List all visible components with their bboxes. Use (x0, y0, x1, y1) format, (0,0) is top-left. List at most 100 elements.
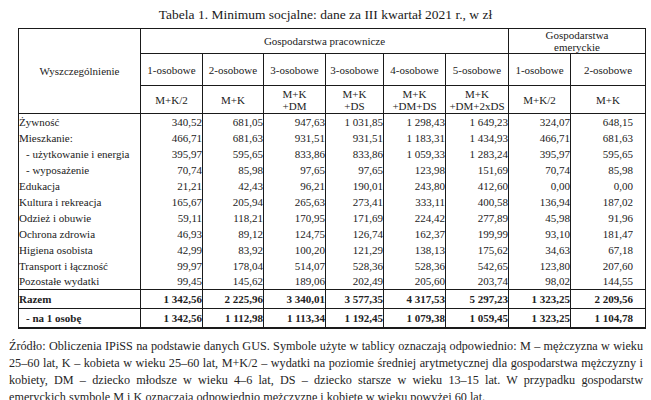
value-cell: 170,95 (264, 210, 326, 226)
value-cell: 333,11 (384, 194, 446, 210)
value-cell: 83,92 (203, 242, 264, 258)
value-cell: 45,98 (509, 210, 571, 226)
row-label: - wyposażenie (19, 162, 141, 178)
value-cell: 165,67 (141, 194, 203, 210)
value-cell: 0,00 (509, 178, 571, 194)
value-cell: 126,74 (326, 226, 384, 242)
value-cell: 93,10 (509, 226, 571, 242)
row-label: Ochrona zdrowia (19, 226, 141, 242)
table-row: Razem1 342,562 225,963 340,013 577,354 3… (19, 290, 646, 309)
table-row: Pozostałe wydatki99,45145,62189,06202,49… (19, 274, 646, 290)
table-row: Ochrona zdrowia46,9389,12124,75126,74162… (19, 226, 646, 242)
value-cell: 42,43 (203, 178, 264, 194)
value-cell: 124,75 (264, 226, 326, 242)
row-label: Żywność (19, 114, 141, 130)
value-cell: 1 031,85 (326, 114, 384, 130)
symbols-header: M+K/2 (509, 86, 571, 114)
value-cell: 178,04 (203, 258, 264, 274)
value-cell: 171,69 (326, 210, 384, 226)
value-cell: 123,80 (509, 258, 571, 274)
table-body: Żywność340,52681,05947,631 031,851 298,4… (19, 114, 646, 328)
table-row: - na 1 osobę1 342,561 112,981 113,341 19… (19, 309, 646, 328)
symbols-header: M+K (571, 86, 646, 114)
value-cell: 542,65 (446, 258, 509, 274)
value-cell: 34,63 (509, 242, 571, 258)
value-cell: 199,99 (446, 226, 509, 242)
column-header: 2-osobowe (203, 54, 264, 86)
value-cell: 595,65 (571, 146, 646, 162)
value-cell: 202,49 (326, 274, 384, 290)
value-cell: 324,07 (509, 114, 571, 130)
value-cell: 595,65 (203, 146, 264, 162)
value-cell: 1 434,93 (446, 130, 509, 146)
symbols-header: M+K +DM+DS (384, 86, 446, 114)
value-cell: 190,01 (326, 178, 384, 194)
table-row: Edukacja21,2142,4396,21190,01243,80412,6… (19, 178, 646, 194)
column-header: 1-osobowe (141, 54, 203, 86)
value-cell: 70,74 (509, 162, 571, 178)
table-row: Odzież i obuwie59,11118,21170,95171,6922… (19, 210, 646, 226)
source-footnote: Źródło: Obliczenia IPiSS na podstawie da… (9, 338, 643, 400)
column-header: 5-osobowe (446, 54, 509, 86)
value-cell: 85,98 (203, 162, 264, 178)
value-cell: 1 112,98 (203, 309, 264, 328)
value-cell: 189,06 (264, 274, 326, 290)
value-cell: 123,98 (384, 162, 446, 178)
value-cell: 96,21 (264, 178, 326, 194)
column-header: 1-osobowe (509, 54, 571, 86)
value-cell: 947,63 (264, 114, 326, 130)
value-cell: 833,86 (326, 146, 384, 162)
value-cell: 97,65 (264, 162, 326, 178)
value-cell: 528,36 (326, 258, 384, 274)
value-cell: 4 317,53 (384, 290, 446, 309)
value-cell: 1 283,24 (446, 146, 509, 162)
value-cell: 136,94 (509, 194, 571, 210)
value-cell: 121,29 (326, 242, 384, 258)
value-cell: 42,99 (141, 242, 203, 258)
value-cell: 466,71 (509, 130, 571, 146)
row-label: Razem (19, 290, 141, 309)
symbols-header: M+K +DM (264, 86, 326, 114)
value-cell: 1 192,45 (326, 309, 384, 328)
value-cell: 1 649,23 (446, 114, 509, 130)
row-label: Kultura i rekreacja (19, 194, 141, 210)
value-cell: 277,89 (446, 210, 509, 226)
value-cell: 145,62 (203, 274, 264, 290)
value-cell: 175,62 (446, 242, 509, 258)
value-cell: 3 577,35 (326, 290, 384, 309)
value-cell: 528,36 (384, 258, 446, 274)
value-cell: 85,98 (571, 162, 646, 178)
value-cell: 931,51 (326, 130, 384, 146)
header-group-row: Wyszczególnienie Gospodarstwa pracownicz… (19, 29, 646, 54)
value-cell: 70,74 (141, 162, 203, 178)
value-cell: 1 079,38 (384, 309, 446, 328)
value-cell: 648,15 (571, 114, 646, 130)
value-cell: 144,55 (571, 274, 646, 290)
value-cell: 395,97 (509, 146, 571, 162)
value-cell: 400,58 (446, 194, 509, 210)
table-row: Żywność340,52681,05947,631 031,851 298,4… (19, 114, 646, 130)
value-cell: 98,02 (509, 274, 571, 290)
value-cell: 2 225,96 (203, 290, 264, 309)
value-cell: 514,07 (264, 258, 326, 274)
symbols-header: M+K/2 (141, 86, 203, 114)
column-header: 2-osobowe (571, 54, 646, 86)
value-cell: 2 209,56 (571, 290, 646, 309)
value-cell: 1 104,78 (571, 309, 646, 328)
table-header: Wyszczególnienie Gospodarstwa pracownicz… (19, 29, 646, 114)
table-row: Mieszkanie:466,71681,63931,51931,511 183… (19, 130, 646, 146)
value-cell: 5 297,23 (446, 290, 509, 309)
value-cell: 0,00 (571, 178, 646, 194)
table-row: Transport i łączność99,97178,04514,07528… (19, 258, 646, 274)
value-cell: 1 298,43 (384, 114, 446, 130)
value-cell: 1 059,33 (384, 146, 446, 162)
value-cell: 59,11 (141, 210, 203, 226)
value-cell: 162,37 (384, 226, 446, 242)
value-cell: 46,93 (141, 226, 203, 242)
value-cell: 205,60 (384, 274, 446, 290)
row-label: Transport i łączność (19, 258, 141, 274)
value-cell: 3 340,01 (264, 290, 326, 309)
table-row: Higiena osobista42,9983,92100,20121,2913… (19, 242, 646, 258)
value-cell: 89,12 (203, 226, 264, 242)
row-label: - użytkowanie i energia (19, 146, 141, 162)
